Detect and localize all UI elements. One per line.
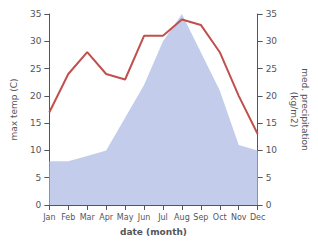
svg-text:Mar: Mar xyxy=(80,213,96,222)
svg-text:0: 0 xyxy=(36,200,42,210)
svg-text:Jan: Jan xyxy=(42,213,55,222)
svg-text:25: 25 xyxy=(266,64,277,74)
svg-text:max temp (C): max temp (C) xyxy=(9,78,19,140)
svg-text:5: 5 xyxy=(266,173,272,183)
svg-text:10: 10 xyxy=(30,145,42,155)
svg-text:5: 5 xyxy=(36,173,42,183)
svg-text:Oct: Oct xyxy=(213,213,227,222)
svg-text:30: 30 xyxy=(266,36,278,46)
svg-text:15: 15 xyxy=(30,118,41,128)
svg-text:date (month): date (month) xyxy=(120,227,187,237)
svg-text:Sep: Sep xyxy=(193,213,208,222)
svg-text:35: 35 xyxy=(266,9,277,19)
svg-text:Aug: Aug xyxy=(174,213,190,222)
svg-text:15: 15 xyxy=(266,118,277,128)
svg-text:35: 35 xyxy=(30,9,41,19)
svg-text:20: 20 xyxy=(266,91,278,101)
svg-text:20: 20 xyxy=(30,91,42,101)
svg-text:25: 25 xyxy=(30,64,41,74)
svg-text:Jun: Jun xyxy=(137,213,151,222)
svg-text:(kg/m2): (kg/m2) xyxy=(289,92,299,127)
svg-text:Dec: Dec xyxy=(250,213,265,222)
svg-text:Feb: Feb xyxy=(61,213,75,222)
svg-text:10: 10 xyxy=(266,145,278,155)
svg-text:30: 30 xyxy=(30,36,42,46)
svg-text:May: May xyxy=(117,213,134,222)
svg-text:0: 0 xyxy=(266,200,272,210)
svg-text:med. precipitation: med. precipitation xyxy=(300,68,310,150)
svg-text:Apr: Apr xyxy=(99,213,114,222)
svg-text:Nov: Nov xyxy=(231,213,247,222)
svg-text:Jul: Jul xyxy=(157,213,168,222)
